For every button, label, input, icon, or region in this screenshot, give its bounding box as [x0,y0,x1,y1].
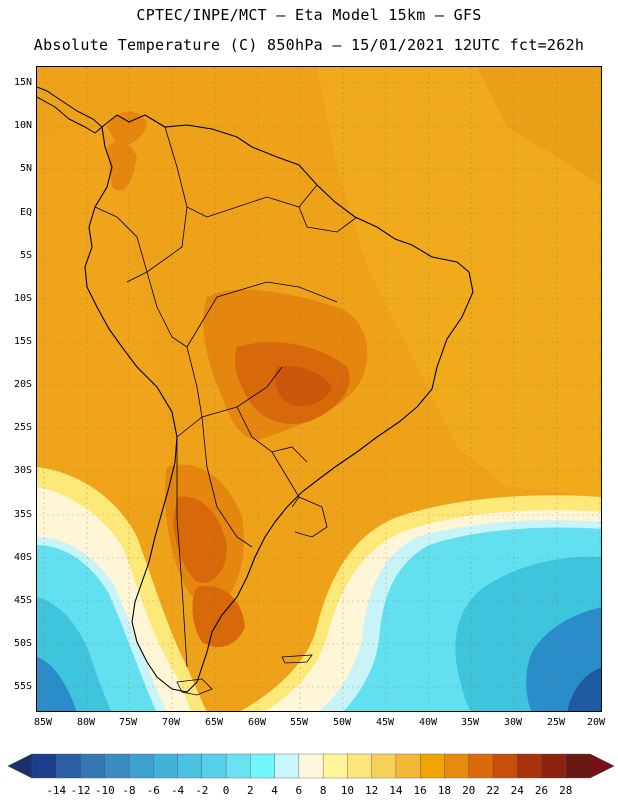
legend-tick-label: 24 [510,784,524,797]
lat-label: 50S [13,638,32,649]
lat-label: 35S [13,509,32,520]
legend-tick-label: -10 [94,784,115,797]
legend-tick-label: -14 [46,784,67,797]
pacific-zone [37,127,177,497]
lon-label: 60W [247,717,267,728]
hot-zone-andes-north [107,141,137,191]
legend-tick-label: 4 [271,784,278,797]
lon-label: 20W [586,717,606,728]
legend-swatch [419,753,445,779]
legend-tick-label: -4 [170,784,185,797]
tierra-del-fuego [176,678,213,696]
legend-tick-label: 16 [413,784,427,797]
lon-label: 65W [204,717,224,728]
lon-label: 30W [503,717,523,728]
legend-tick-label: 10 [340,784,355,797]
legend-tick-label: 28 [559,784,573,797]
lat-label: 5S [19,250,32,261]
lat-label: 55S [13,681,32,692]
legend-swatch [347,753,373,779]
ocean-warm-zone-north [477,67,601,186]
falkland-islands [281,654,313,664]
legend-swatch [31,753,57,779]
legend-tick-label: 18 [437,784,452,797]
legend-tick-label: 8 [319,784,327,797]
central-america-coastline [37,86,103,134]
legend-tick-label: 2 [247,784,254,797]
legend-tick-label: -2 [195,784,209,797]
legend-swatch [56,753,82,779]
color-legend [7,753,615,779]
hot-zone-patagonia [192,586,245,647]
legend-tick-label: 26 [534,784,549,797]
lon-label: 75W [118,717,138,728]
lat-label: 10N [13,120,32,131]
hottest-zone-central [275,366,332,407]
legend-tick-label: 22 [486,784,500,797]
lat-label: 45S [13,595,32,606]
legend-tick-label: -12 [70,784,91,797]
legend-tick-label: -6 [146,784,160,797]
legend-tick-label: 0 [222,784,230,797]
chart-subtitle: Absolute Temperature (C) 850hPa – 15/01/… [33,36,585,54]
legend-swatch [541,753,567,779]
lat-label: 5N [19,163,32,174]
lon-label: 45W [375,717,395,728]
legend-swatch [128,753,154,779]
lat-label: 25S [13,422,32,433]
lat-label: 20S [13,379,32,390]
lon-label: 40W [418,717,438,728]
lon-label: 70W [161,717,181,728]
legend-swatch [371,753,397,779]
legend-swatch [201,753,227,779]
legend-tick-label: 20 [462,784,476,797]
legend-under-arrow [7,753,33,779]
legend-swatch [225,753,251,779]
temperature-map [36,66,602,712]
legend-swatch [444,753,470,779]
hot-zone-north [107,111,147,146]
lon-label: 85W [33,717,53,728]
legend-swatch [104,753,130,779]
legend-swatch [153,753,179,779]
map-canvas [37,67,601,711]
legend-swatch [492,753,518,779]
lat-label: 40S [13,552,32,563]
south-america-coastline [84,114,474,693]
lat-label: EQ [19,207,32,218]
lon-label: 35W [460,717,480,728]
lon-label: 50W [332,717,352,728]
lat-label: 30S [13,465,32,476]
legend-swatch [468,753,494,779]
ocean-warm-zone [317,67,601,497]
legend-swatch [298,753,324,779]
gridlines [37,67,601,711]
legend-swatch [322,753,348,779]
legend-tick-label: 14 [389,784,403,797]
lat-label: 10S [13,293,32,304]
lon-label: 80W [76,717,96,728]
lon-label: 25W [546,717,566,728]
legend-tick-label: 6 [295,784,303,797]
legend-tick-label: -8 [122,784,136,797]
legend-over-arrow [589,753,615,779]
legend-swatch [517,753,542,779]
legend-swatch [250,753,276,779]
legend-swatch [80,753,106,779]
country-borders [94,126,358,668]
legend-swatch [565,753,591,779]
lat-label: 15S [13,336,32,347]
lon-label: 55W [289,717,309,728]
deep-blue-east [567,667,601,711]
lat-label: 15N [13,77,32,88]
blue-west [37,657,77,711]
legend-tick-label: 12 [365,784,379,797]
legend-swatch [274,753,300,779]
legend-swatch [177,753,203,779]
chart-title: CPTEC/INPE/MCT – Eta Model 15km – GFS [136,6,482,24]
hotter-zone-south [173,496,227,583]
legend-swatch [395,753,421,779]
